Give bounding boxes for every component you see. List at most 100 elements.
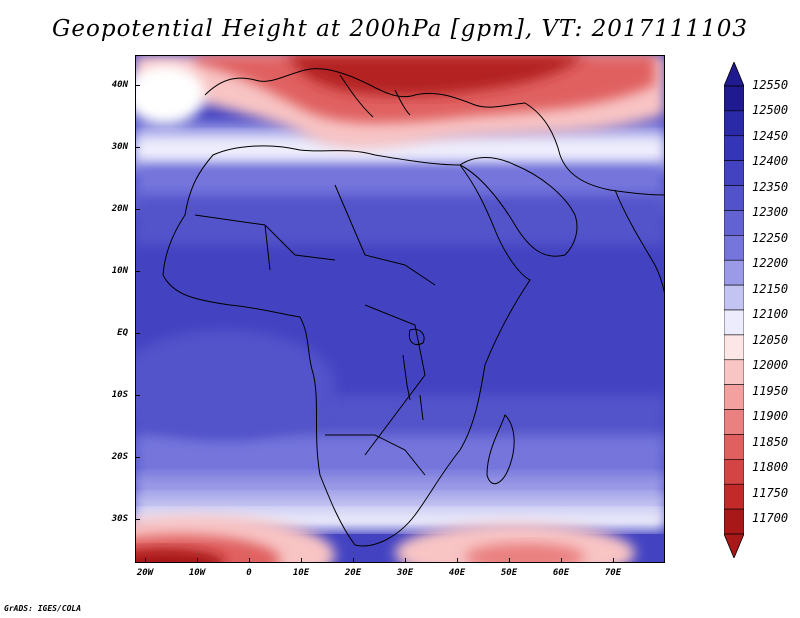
- arabia-coastline: [459, 157, 578, 257]
- field-band-north-mid: [135, 195, 665, 245]
- lon-label-50e: 50E: [500, 568, 518, 578]
- iran-coastline: [524, 102, 665, 196]
- colorbar: [724, 62, 744, 558]
- lon-tick: [300, 558, 302, 563]
- lat-label-30s: 30S: [111, 514, 128, 524]
- colorbar-bottom-arrow: [724, 533, 744, 558]
- lon-tick: [508, 558, 510, 563]
- field-nw-white: [135, 65, 205, 125]
- colorbar-cell-12250: [724, 235, 744, 261]
- colorbar-cell-11750: [724, 483, 744, 510]
- colorbar-label-12450: 12450: [752, 129, 789, 143]
- europe-coastline: [204, 68, 526, 108]
- lat-label-10s: 10S: [111, 390, 128, 400]
- grads-credit: GrADS: IGES/COLA: [4, 604, 82, 613]
- colorbar-cell-12050: [724, 334, 744, 361]
- lat-label-eq: EQ: [117, 328, 128, 338]
- lat-label-20n: 20N: [111, 204, 128, 214]
- colorbar-cell-12450: [724, 135, 744, 161]
- colorbar-cell-12300: [724, 210, 744, 236]
- lat-label-40n: 40N: [111, 80, 128, 90]
- lat-tick: [135, 519, 140, 521]
- lon-label-10e: 10E: [292, 568, 310, 578]
- colorbar-label-11750: 11750: [752, 486, 789, 500]
- lon-label-20e: 20E: [344, 568, 362, 578]
- greece-coastline: [394, 89, 411, 116]
- colorbar-cell-11850: [724, 434, 744, 460]
- field-north-red-core: [285, 55, 585, 96]
- lon-label-70e: 70E: [604, 568, 622, 578]
- lat-tick: [135, 395, 140, 397]
- lon-tick: [352, 558, 354, 563]
- colorbar-label-12500: 12500: [752, 103, 789, 117]
- lat-tick: [135, 147, 140, 149]
- field-se-low-core: [465, 543, 585, 563]
- lon-tick: [144, 558, 146, 563]
- madagascar-coastline: [486, 414, 515, 485]
- lon-tick: [404, 558, 406, 563]
- lon-tick: [196, 558, 198, 563]
- field-sw-low-core: [135, 549, 225, 563]
- lon-tick: [560, 558, 562, 563]
- colorbar-label-12300: 12300: [752, 205, 789, 219]
- colorbar-label-12000: 12000: [752, 358, 789, 372]
- map-title: Geopotential Height at 200hPa [gpm], VT:…: [52, 16, 748, 42]
- colorbar-cell-12500: [724, 110, 744, 137]
- map-panel: [135, 55, 665, 563]
- colorbar-label-12550: 12550: [752, 78, 789, 92]
- lat-tick: [135, 209, 140, 211]
- colorbar-top-arrow: [724, 62, 744, 87]
- colorbar-label-11950: 11950: [752, 384, 789, 398]
- east-africa-border: [364, 304, 426, 456]
- lake-malawi: [419, 394, 424, 421]
- colorbar-label-11700: 11700: [752, 511, 789, 525]
- central-africa-border: [334, 184, 436, 286]
- lon-label-30e: 30E: [396, 568, 414, 578]
- lat-label-10n: 10N: [111, 266, 128, 276]
- india-coastline: [614, 189, 665, 296]
- geopotential-field: [135, 55, 665, 563]
- coastlines: [162, 68, 665, 547]
- field-atlantic-tongue: [135, 330, 335, 440]
- colorbar-cell-11800: [724, 459, 744, 485]
- lat-tick: [135, 457, 140, 459]
- colorbar-label-12200: 12200: [752, 256, 789, 270]
- lon-tick: [612, 558, 614, 563]
- lake-tanganyika: [402, 354, 411, 401]
- colorbar-label-12250: 12250: [752, 231, 789, 245]
- colorbar-label-11900: 11900: [752, 409, 789, 423]
- southern-africa-border: [325, 434, 426, 476]
- colorbar-label-11850: 11850: [752, 435, 789, 449]
- africa-coastline: [162, 145, 531, 547]
- colorbar-label-12400: 12400: [752, 154, 789, 168]
- lat-tick: [135, 333, 140, 335]
- lake-victoria: [408, 328, 425, 345]
- colorbar-label-12100: 12100: [752, 307, 789, 321]
- lat-label-30n: 30N: [111, 142, 128, 152]
- colorbar-cell-12100: [724, 309, 744, 336]
- lon-label-0: 0: [246, 568, 252, 578]
- colorbar-label-11800: 11800: [752, 460, 789, 474]
- colorbar-cell-12200: [724, 259, 744, 286]
- lon-label-10w: 10W: [188, 568, 206, 578]
- italy-coastline: [339, 74, 374, 118]
- colorbar-label-12050: 12050: [752, 333, 789, 347]
- lat-tick: [135, 271, 140, 273]
- colorbar-label-12350: 12350: [752, 180, 789, 194]
- lat-tick: [135, 85, 140, 87]
- colorbar-cell-12550: [724, 85, 744, 112]
- colorbar-cell-12150: [724, 284, 744, 311]
- lon-tick: [456, 558, 458, 563]
- lon-label-40e: 40E: [448, 568, 466, 578]
- colorbar-cell-11950: [724, 384, 744, 410]
- colorbar-cell-12400: [724, 160, 744, 186]
- west-africa-border-1: [194, 214, 336, 261]
- colorbar-cell-11900: [724, 409, 744, 435]
- west-africa-border-2: [264, 224, 271, 271]
- colorbar-cell-12350: [724, 185, 744, 211]
- colorbar-label-12150: 12150: [752, 282, 789, 296]
- colorbar-cell-11700: [724, 508, 744, 535]
- lon-label-60e: 60E: [552, 568, 570, 578]
- lon-tick: [248, 558, 250, 563]
- lon-label-20w: 20W: [136, 568, 154, 578]
